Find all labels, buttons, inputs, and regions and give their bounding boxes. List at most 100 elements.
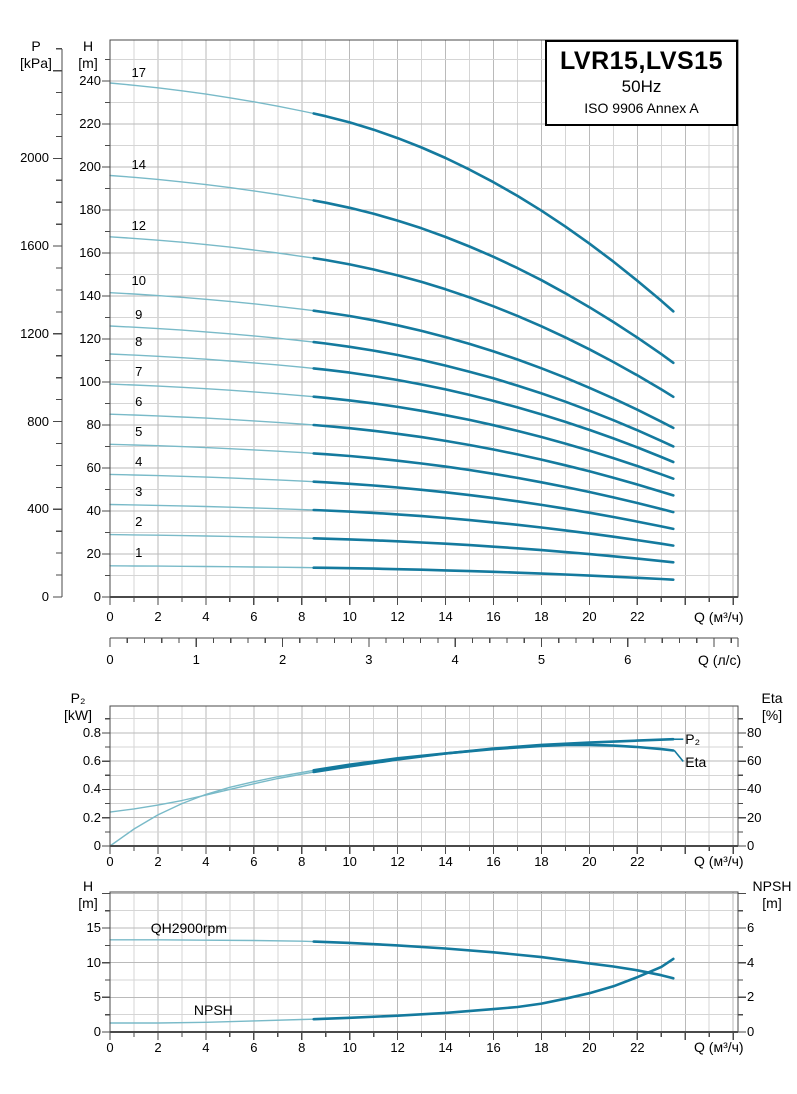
pump-model: LVR15,LVS15 xyxy=(560,47,723,75)
bot-left-axis-title: H xyxy=(82,878,94,894)
main-h-tick-label: 0 xyxy=(93,589,101,604)
main-p-tick-label: 0 xyxy=(41,589,49,604)
main-h-tick-label: 240 xyxy=(79,72,101,88)
mid-x-tick-label: 18 xyxy=(534,854,549,869)
bot-x-tick-label: 16 xyxy=(486,1040,501,1055)
mid-x-tick-label: 22 xyxy=(630,854,645,869)
main-h-tick-label: 140 xyxy=(79,287,101,303)
main-h-tick-label: 60 xyxy=(86,459,101,475)
bot-left-tick-label: 5 xyxy=(93,989,101,1005)
mid-x-tick-label: 0 xyxy=(106,854,114,869)
main-h-tick-label: 200 xyxy=(79,158,101,174)
stage-label: 8 xyxy=(135,334,143,350)
mid-x-tick-label: 2 xyxy=(154,854,162,869)
bot-left-axis-unit: [m] xyxy=(78,895,98,911)
main-x-tick-label: 18 xyxy=(534,609,549,624)
main-h-tick-label: 40 xyxy=(86,502,101,518)
stage-label: 17 xyxy=(131,64,146,80)
main-x-axis-unit: Q (м³/ч) xyxy=(694,609,744,625)
mid-right-axis-unit: [%] xyxy=(761,707,783,723)
main-h-tick-label: 20 xyxy=(86,545,101,561)
bot-right-axis-title: NPSH xyxy=(752,878,792,894)
bot-x-tick-label: 14 xyxy=(438,1040,453,1055)
pump-frequency: 50Hz xyxy=(621,77,662,96)
stage-label: 6 xyxy=(135,394,143,410)
main-x-tick-label: 14 xyxy=(438,609,453,624)
main-h-tick-label: 80 xyxy=(86,416,101,432)
main-lps-tick-label: 5 xyxy=(537,652,546,667)
bot-x-tick-label: 6 xyxy=(250,1040,258,1055)
main-lps-tick-label: 1 xyxy=(192,652,200,667)
main-h-axis-title: H xyxy=(82,38,94,54)
bot-x-axis-unit: Q (м³/ч) xyxy=(694,1039,744,1055)
main-p-tick-label: 2000 xyxy=(20,150,49,166)
bot-x-tick-label: 10 xyxy=(342,1040,357,1055)
mid-left-axis-unit: [kW] xyxy=(64,707,92,723)
main-x-tick-label: 12 xyxy=(390,609,405,624)
stage-label: 14 xyxy=(131,156,146,172)
mid-x-tick-label: 8 xyxy=(298,854,306,869)
main-x-tick-label: 20 xyxy=(582,609,597,624)
stage-label: 1 xyxy=(135,544,143,560)
main-h-tick-label: 160 xyxy=(79,244,101,260)
main-x-tick-label: 8 xyxy=(298,609,306,624)
mid-x-axis-unit: Q (м³/ч) xyxy=(694,853,744,869)
main-p-tick-label: 800 xyxy=(27,413,49,429)
bot-right-tick-label: 6 xyxy=(747,920,755,936)
main-h-tick-label: 120 xyxy=(79,330,101,346)
stage-label: 10 xyxy=(131,273,146,289)
bot-left-tick-label: 15 xyxy=(86,920,101,936)
mid-x-tick-label: 10 xyxy=(342,854,357,869)
mid-left-tick-label: 0 xyxy=(93,838,101,853)
mid-right-tick-label: 60 xyxy=(747,753,762,769)
bot-x-tick-label: 4 xyxy=(202,1040,210,1055)
mid-right-tick-label: 20 xyxy=(747,809,762,825)
bot-x-tick-label: 8 xyxy=(298,1040,306,1055)
main-x-tick-label: 2 xyxy=(154,609,162,624)
main-p-tick-label: 1600 xyxy=(20,238,49,254)
series-label: Eta xyxy=(685,753,707,770)
main-h-tick-label: 220 xyxy=(79,115,101,131)
main-p-tick-label: 400 xyxy=(27,501,49,517)
main-p-axis-unit: [kPa] xyxy=(20,55,52,71)
mid-left-tick-label: 0.6 xyxy=(82,753,101,769)
pump-standard: ISO 9906 Annex A xyxy=(584,100,699,116)
stage-label: 3 xyxy=(135,484,143,500)
bot-x-tick-label: 18 xyxy=(534,1040,549,1055)
main-x-tick-label: 10 xyxy=(342,609,357,624)
mid-right-tick-label: 0 xyxy=(747,838,755,853)
main-lps-tick-label: 0 xyxy=(106,652,114,667)
bot-left-tick-label: 10 xyxy=(86,954,101,970)
main-x2-axis-unit: Q (л/с) xyxy=(698,652,742,668)
main-x-tick-label: 22 xyxy=(630,609,645,624)
series-label: QH2900rpm xyxy=(150,919,227,936)
bot-x-tick-label: 20 xyxy=(582,1040,597,1055)
title-box: LVR15,LVS15 50Hz ISO 9906 Annex A xyxy=(545,40,738,126)
mid-x-tick-label: 20 xyxy=(582,854,597,869)
main-p-axis-title: P xyxy=(31,38,41,54)
bot-left-tick-label: 0 xyxy=(93,1024,101,1039)
bot-right-tick-label: 0 xyxy=(747,1024,755,1039)
stage-label: 2 xyxy=(135,513,143,529)
stage-label: 5 xyxy=(135,424,143,440)
mid-right-tick-label: 80 xyxy=(747,724,762,740)
series-label: NPSH xyxy=(193,1002,233,1019)
mid-right-tick-label: 40 xyxy=(747,781,762,797)
bot-x-tick-label: 0 xyxy=(106,1040,114,1055)
bot-x-tick-label: 12 xyxy=(390,1040,405,1055)
mid-x-tick-label: 16 xyxy=(486,854,501,869)
mid-left-tick-label: 0.2 xyxy=(82,809,101,825)
mid-left-tick-label: 0.8 xyxy=(82,724,101,740)
bot-x-tick-label: 2 xyxy=(154,1040,162,1055)
main-x-tick-label: 4 xyxy=(202,609,210,624)
bot-right-tick-label: 4 xyxy=(747,954,755,970)
mid-right-axis-title: Eta xyxy=(761,690,783,706)
mid-x-tick-label: 6 xyxy=(250,854,258,869)
main-p-tick-label: 1200 xyxy=(20,325,49,341)
main-h-tick-label: 180 xyxy=(79,201,101,217)
stage-label: 4 xyxy=(135,454,143,470)
main-x-tick-label: 0 xyxy=(106,609,114,624)
stage-label: 7 xyxy=(135,364,143,380)
